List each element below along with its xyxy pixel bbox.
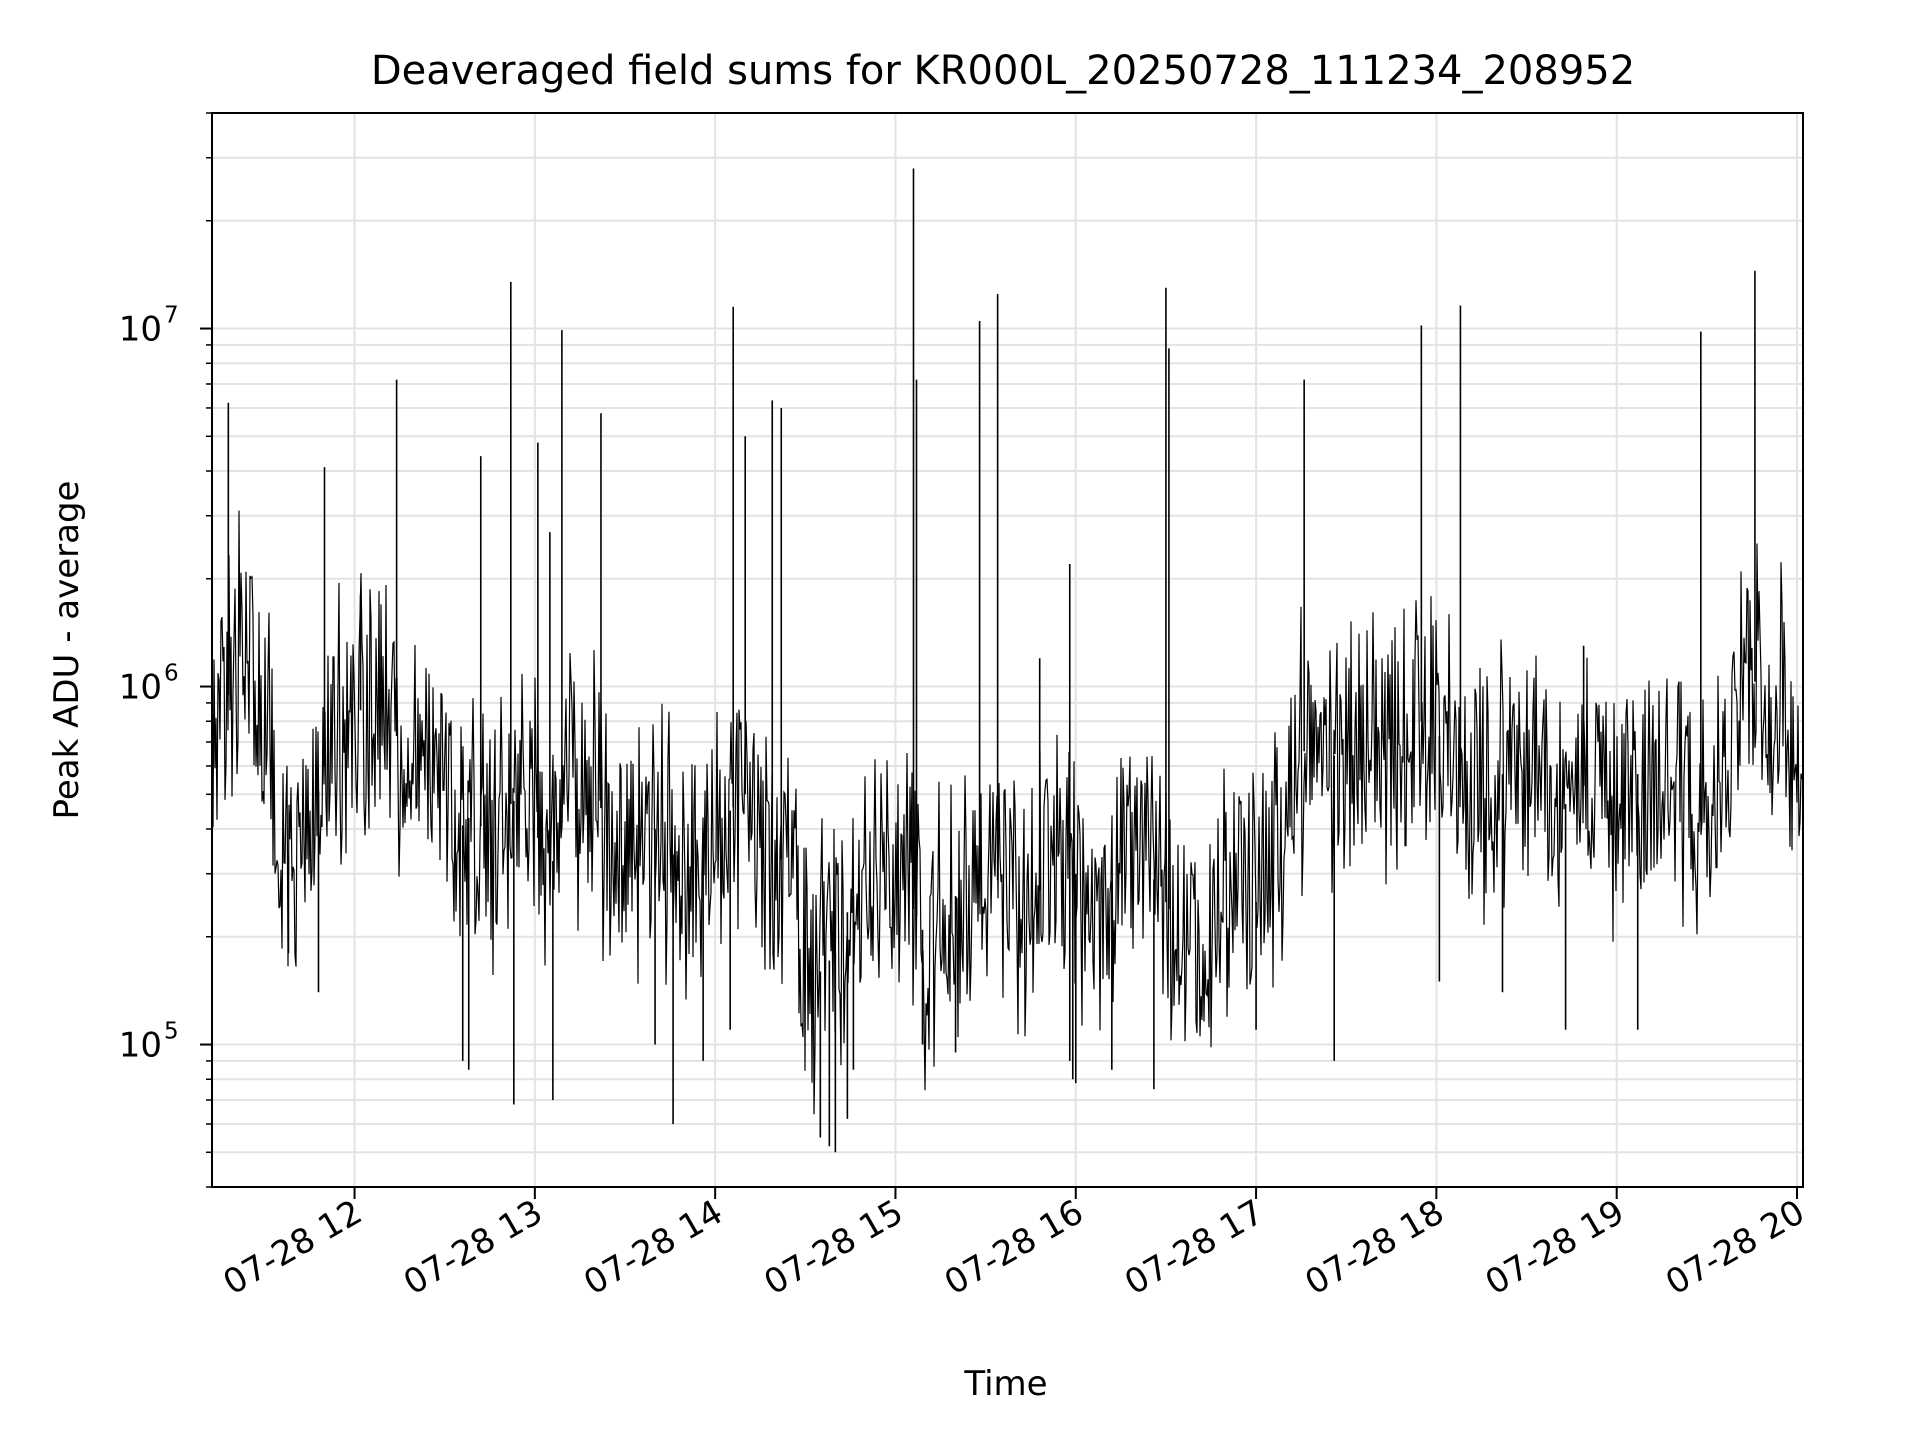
y-tick-exponent: 7 — [164, 303, 179, 329]
grid-lines — [212, 112, 1803, 1188]
signal-trace — [211, 510, 1804, 1115]
y-tick-exponent: 5 — [164, 1019, 179, 1045]
y-tick-label: 10 — [119, 1026, 162, 1066]
y-tick-label: 10 — [119, 310, 162, 350]
y-axis-label: Peak ADU - average — [47, 481, 87, 820]
plot-frame — [211, 112, 1804, 1188]
y-tick-exponent: 6 — [164, 661, 179, 687]
y-tick-label: 10 — [119, 668, 162, 708]
x-axis-label: Time — [963, 1364, 1047, 1404]
data-series — [211, 168, 1804, 1153]
chart-title: Deaveraged field sums for KR000L_2025072… — [371, 48, 1635, 94]
